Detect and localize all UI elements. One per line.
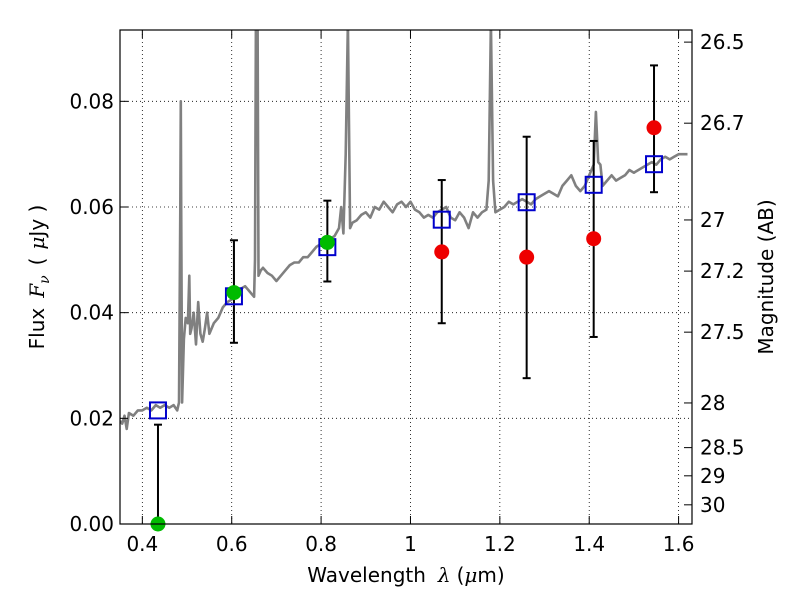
x-tick-label: 1.6: [663, 532, 695, 556]
model-point: [432, 210, 451, 229]
plot-frame: [119, 29, 693, 525]
x-tick-label: 1.2: [484, 532, 516, 556]
x-axis-ticks: 0.4 0.6 0.8 1 1.2 1.4 1.6: [126, 30, 695, 556]
x-tick-label: 0.8: [305, 532, 337, 556]
measurement-point: [646, 120, 662, 136]
x-tick-label: 1.4: [573, 532, 605, 556]
measurement-point: [434, 244, 450, 260]
y-tick-label: 0.04: [69, 301, 114, 325]
y-axis-ticks: 0.00 0.02 0.04 0.06 0.08: [69, 89, 128, 536]
x-tick-label: 1: [404, 532, 417, 556]
model-point-series: [148, 155, 664, 420]
y2-tick-label: 28: [700, 391, 725, 415]
y-tick-label: 0.06: [69, 195, 114, 219]
spectrum-line: [120, 30, 688, 431]
y-axis-title: FluxFν(μJy ): [25, 205, 53, 350]
y2-tick-label: 27.2: [700, 259, 745, 283]
measurement-point: [519, 249, 535, 265]
model-point: [645, 155, 664, 174]
spectrum-series: [120, 30, 688, 431]
measurement-series: [434, 120, 662, 265]
grid: [120, 30, 692, 525]
detection-point: [319, 234, 335, 250]
y2-tick-label: 28.5: [700, 436, 745, 460]
x-axis-title: Wavelength λ (μm): [307, 563, 504, 587]
y-tick-label: 0.00: [69, 512, 114, 536]
y2-tick-label: 27.5: [700, 320, 745, 344]
x-tick-label: 0.4: [126, 532, 158, 556]
y2-tick-label: 26.7: [700, 111, 745, 135]
model-point: [584, 175, 603, 194]
measurement-point: [586, 231, 602, 247]
y2-tick-label: 30: [700, 493, 725, 517]
y2-tick-label: 26.5: [700, 30, 745, 54]
y2-tick-label: 29: [700, 464, 725, 488]
y-tick-label: 0.02: [69, 406, 114, 430]
y2-axis-title: Magnitude (AB): [754, 199, 778, 354]
x-tick-label: 0.6: [216, 532, 248, 556]
detection-point: [226, 285, 242, 301]
y2-tick-label: 27: [700, 208, 725, 232]
y2-axis-ticks: 26.5 26.7 27 27.2 27.5 28 28.5 29 30: [684, 30, 745, 517]
model-point: [517, 193, 536, 212]
y-tick-label: 0.08: [69, 89, 114, 113]
model-point: [148, 401, 167, 420]
